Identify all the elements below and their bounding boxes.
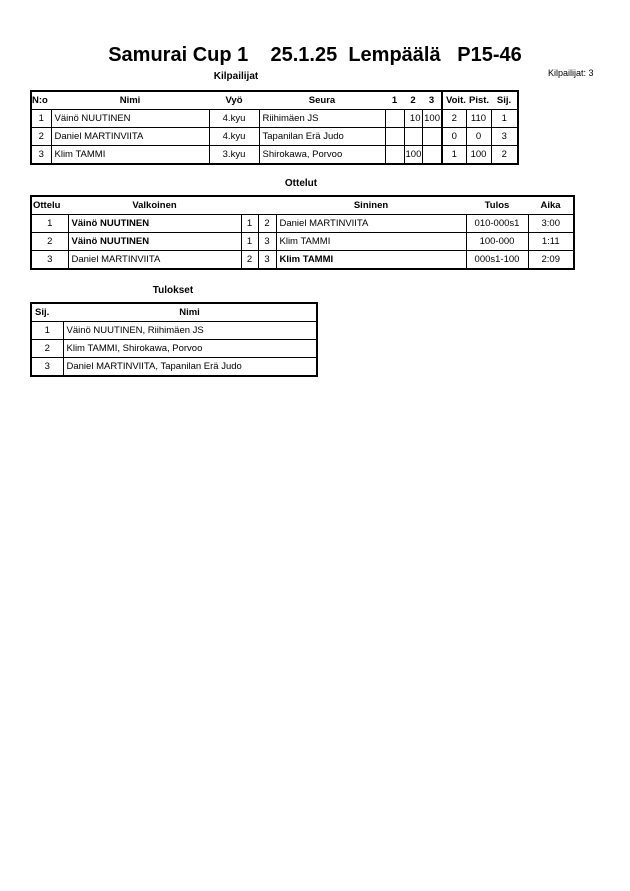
competitors-cell: Shirokawa, Porvoo xyxy=(258,145,386,165)
results-heading: Tulokset xyxy=(152,285,194,296)
matches-table: Ottelu Valkoinen Sininen Tulos Aika 1 Väinö NU… xyxy=(30,195,575,270)
competitors-cell: 100 xyxy=(403,145,423,165)
competitors-cell xyxy=(384,145,405,165)
matches-cell: 2 xyxy=(257,214,277,233)
matches-cell: 3 xyxy=(257,250,277,270)
competitors-cell: 3 xyxy=(490,127,519,146)
competitors-header-4: 1 xyxy=(385,91,404,110)
competitors-cell: Tapanilan Erä Judo xyxy=(258,127,386,146)
competitors-cell: 100 xyxy=(421,109,443,128)
competitors-cell: 1 xyxy=(441,145,467,165)
matches-cell: 010-000s1 xyxy=(465,214,529,233)
page-title: Samurai Cup 1 25.1.25 Lempäälä P15-46 xyxy=(108,44,522,66)
matches-cell: 2 xyxy=(240,250,259,270)
results-cell: Daniel MARTINVIITA, Tapanilan Erä Judo xyxy=(62,357,318,377)
competitors-header-8: Pist. xyxy=(466,91,491,110)
competitors-count: Kilpailijat: 3 xyxy=(548,68,594,78)
competitors-cell xyxy=(421,127,443,146)
competitors-heading: Kilpailijat xyxy=(213,71,259,82)
competitors-cell: 1 xyxy=(490,109,519,128)
matches-cell: Daniel MARTINVIITA xyxy=(275,214,467,233)
competitors-header-5: 2 xyxy=(404,91,422,110)
results-cell: 3 xyxy=(30,357,64,377)
matches-cell: 000s1-100 xyxy=(465,250,529,270)
competitors-cell: Daniel MARTINVIITA xyxy=(50,127,210,146)
results-cell: 1 xyxy=(30,321,64,340)
competitors-cell: 4.kyu xyxy=(208,109,260,128)
competitors-cell xyxy=(403,127,423,146)
competitors-cell: Väinö NUUTINEN xyxy=(50,109,210,128)
competitors-cell: 4.kyu xyxy=(208,127,260,146)
results-header-0: Sij. xyxy=(31,303,63,322)
matches-cell: 3 xyxy=(30,250,69,270)
competitors-header-7: Voit. xyxy=(441,91,466,110)
competitors-cell: 2 xyxy=(441,109,467,128)
competitors-cell: 2 xyxy=(490,145,519,165)
competitors-cell xyxy=(384,127,405,146)
matches-cell: Väinö NUUTINEN xyxy=(67,214,242,233)
table-row: 1 Väinö NUUTINEN 1 2 Daniel MARTINVIITA 010-0… xyxy=(30,214,575,233)
table-row: 2 Väinö NUUTINEN 1 3 Klim TAMMI 100-000 1:11 xyxy=(30,232,575,251)
matches-cell: Daniel MARTINVIITA xyxy=(67,250,242,270)
matches-cell: 1 xyxy=(30,214,69,233)
matches-cell: 1 xyxy=(240,232,259,251)
competitors-table: N:o Nimi Vyö Seura 1 2 3 Voit. Pist. Sij. 1 Väinö N… xyxy=(30,90,519,165)
matches-heading: Ottelut xyxy=(284,178,318,189)
competitors-cell: 0 xyxy=(465,127,492,146)
matches-header-5: Tulos xyxy=(466,196,528,215)
table-row: 1 Väinö NUUTINEN 4.kyu Riihimäen JS 10 100 2 11… xyxy=(30,109,519,128)
competitors-header-3: Seura xyxy=(259,91,385,110)
matches-cell: 100-000 xyxy=(465,232,529,251)
results-table: Sij. Nimi 1 Väinö NUUTINEN, Riihimäen JS 2 Kl… xyxy=(30,302,318,377)
competitors-cell: 100 xyxy=(465,145,492,165)
competitors-cell: 2 xyxy=(30,127,52,146)
competitors-cell xyxy=(384,109,405,128)
matches-header-0: Ottelu xyxy=(31,196,68,215)
competitors-cell: 10 xyxy=(403,109,423,128)
matches-header-6: Aika xyxy=(528,196,574,215)
competitors-cell: 1 xyxy=(30,109,52,128)
competitors-header-0: N:o xyxy=(31,91,51,110)
competitors-header-9: Sij. xyxy=(491,91,518,110)
matches-cell: Väinö NUUTINEN xyxy=(67,232,242,251)
results-cell: 2 xyxy=(30,339,64,358)
matches-cell: 3:00 xyxy=(527,214,575,233)
table-row: 3 Daniel MARTINVIITA 2 3 Klim TAMMI 000s1-100… xyxy=(30,250,575,270)
matches-header-3 xyxy=(258,196,276,215)
matches-cell: 3 xyxy=(257,232,277,251)
matches-cell: Klim TAMMI xyxy=(275,232,467,251)
competitors-cell: 3 xyxy=(30,145,52,165)
competitors-cell: 0 xyxy=(441,127,467,146)
competitors-header-1: Nimi xyxy=(51,91,209,110)
results-header-1: Nimi xyxy=(63,303,317,322)
table-row: 3 Daniel MARTINVIITA, Tapanilan Erä Judo xyxy=(30,357,318,377)
matches-header-1: Valkoinen xyxy=(68,196,241,215)
matches-cell: 1 xyxy=(240,214,259,233)
matches-header-4: Sininen xyxy=(276,196,466,215)
table-row: 2 Daniel MARTINVIITA 4.kyu Tapanilan Erä Ju… xyxy=(30,127,519,146)
competitors-cell: Riihimäen JS xyxy=(258,109,386,128)
competitors-cell: Klim TAMMI xyxy=(50,145,210,165)
competitors-cell xyxy=(421,145,443,165)
competitors-cell: 110 xyxy=(465,109,492,128)
table-row: 2 Klim TAMMI, Shirokawa, Porvoo xyxy=(30,339,318,358)
competitors-cell: 3.kyu xyxy=(208,145,260,165)
table-row: 1 Väinö NUUTINEN, Riihimäen JS xyxy=(30,321,318,340)
matches-cell: 2 xyxy=(30,232,69,251)
table-row: 3 Klim TAMMI 3.kyu Shirokawa, Porvoo 100 1 100… xyxy=(30,145,519,165)
matches-cell: 1:11 xyxy=(527,232,575,251)
results-cell: Klim TAMMI, Shirokawa, Porvoo xyxy=(62,339,318,358)
matches-cell: 2:09 xyxy=(527,250,575,270)
competitors-header-2: Vyö xyxy=(209,91,259,110)
matches-cell: Klim TAMMI xyxy=(275,250,467,270)
matches-header-2 xyxy=(241,196,258,215)
results-cell: Väinö NUUTINEN, Riihimäen JS xyxy=(62,321,318,340)
competitors-header-6: 3 xyxy=(422,91,442,110)
